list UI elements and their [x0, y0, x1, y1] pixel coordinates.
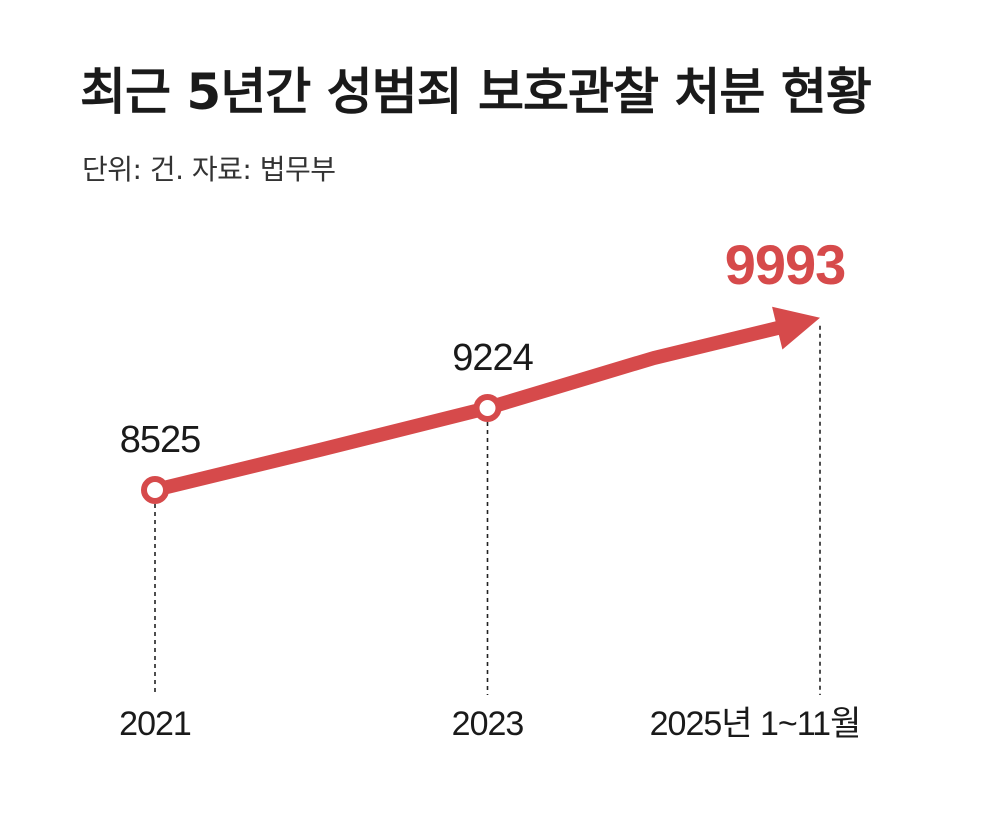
point-marker: [141, 476, 169, 504]
value-label-highlight: 9993: [725, 233, 846, 296]
point-marker: [473, 394, 502, 422]
point-markers: [141, 394, 502, 504]
value-label: 8525: [120, 419, 201, 461]
value-labels: 8525 9224 9993: [120, 233, 847, 461]
chart-subtitle: 단위: 건. 자료: 법무부: [82, 153, 336, 186]
guide-lines: [154, 325, 821, 695]
x-tick-label: 2025년 1~11월: [650, 705, 861, 743]
x-tick-label: 2021: [119, 705, 191, 743]
series-arrow-head: [772, 306, 820, 350]
x-axis-ticks: 2021 2023 2025년 1~11월: [119, 705, 861, 743]
x-tick-label: 2023: [452, 705, 524, 743]
value-label: 9224: [452, 337, 533, 379]
chart-title: 최근 5년간 성범죄 보호관찰 처분 현황: [80, 63, 872, 121]
